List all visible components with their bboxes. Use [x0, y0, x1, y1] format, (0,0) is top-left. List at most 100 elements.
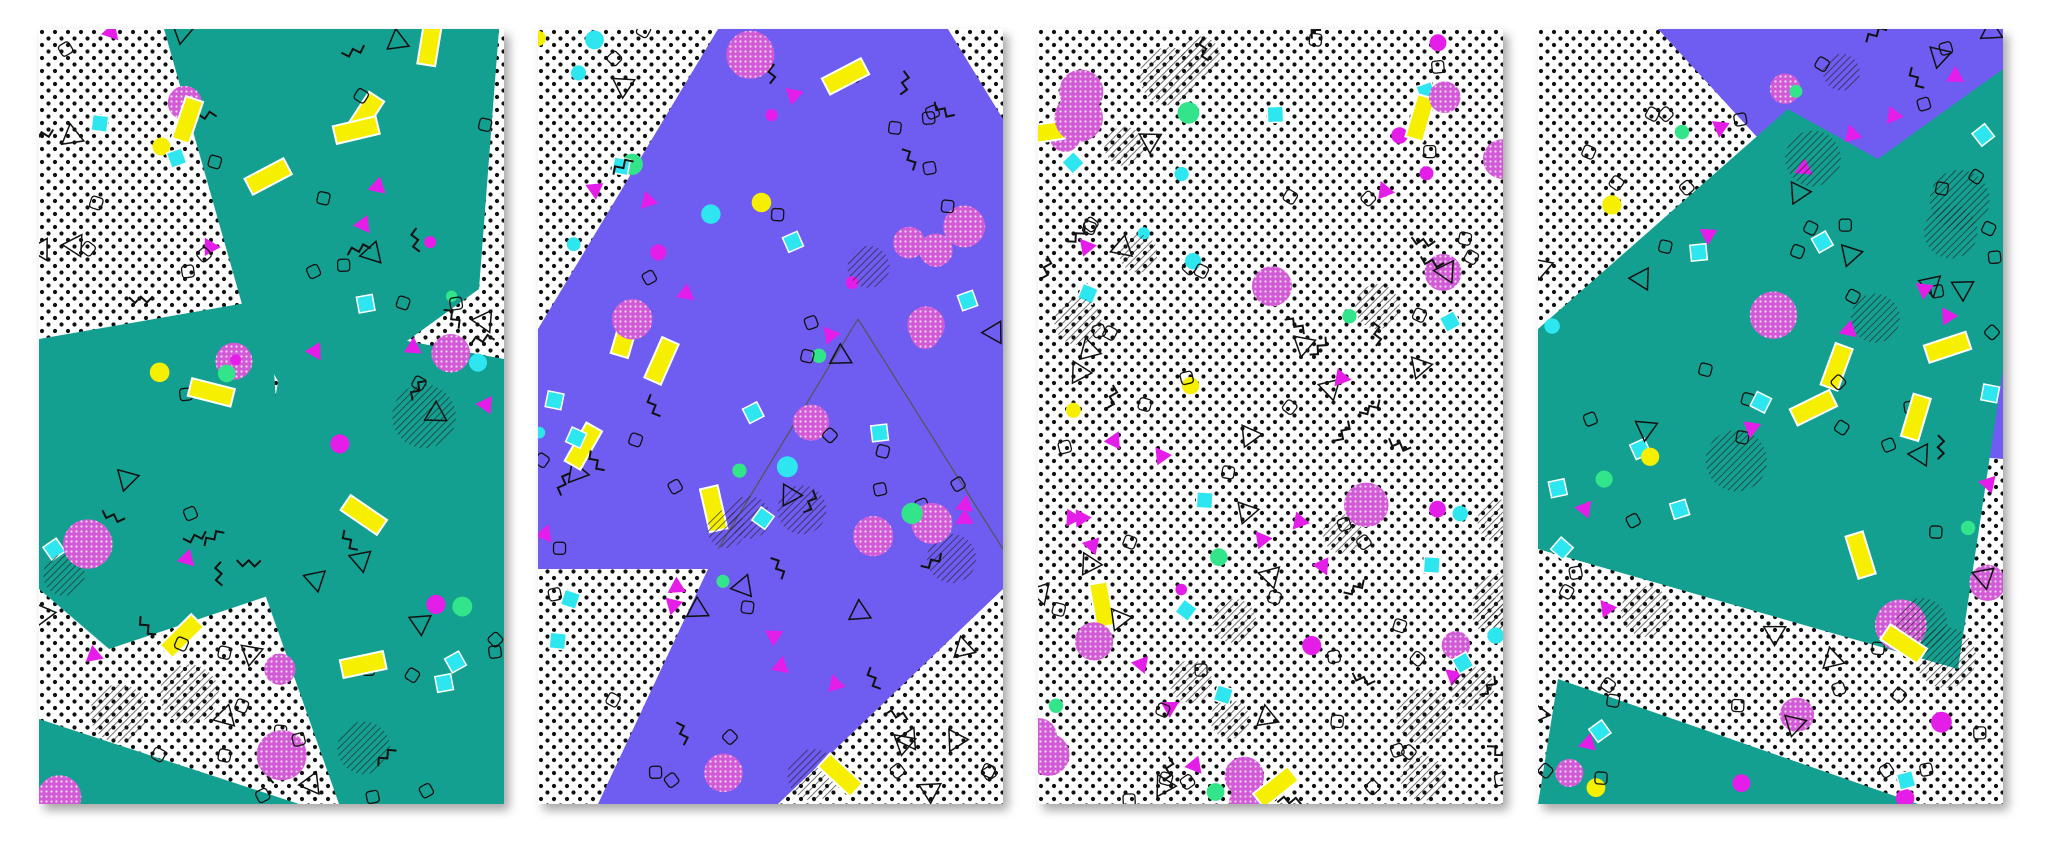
zigzag	[341, 529, 359, 551]
zigzag	[1284, 317, 1305, 335]
outline-square	[336, 258, 351, 272]
outline-square	[940, 199, 955, 214]
outline-square	[1831, 681, 1847, 697]
triangle	[1762, 625, 1787, 648]
teal-shape	[39, 299, 289, 649]
outline-square	[1400, 744, 1417, 760]
zigzag	[920, 553, 943, 570]
outline-square	[1600, 677, 1617, 693]
dot	[1419, 166, 1434, 181]
dot	[445, 290, 458, 302]
hatched-circle	[1822, 53, 1860, 91]
hatched-circle	[1354, 284, 1400, 330]
outline-square	[722, 729, 738, 745]
teal-shape	[1538, 679, 1918, 804]
triangle	[953, 634, 977, 659]
dot	[1177, 101, 1200, 124]
outline-square	[1871, 641, 1885, 656]
outline-square	[803, 315, 819, 331]
zigzag	[1479, 675, 1497, 696]
outline-square	[1981, 220, 1997, 237]
dot	[1429, 34, 1447, 52]
hatched-circle	[1923, 205, 1978, 259]
zigzag	[588, 450, 605, 472]
zigzag	[1163, 756, 1175, 782]
yellow-bar	[1879, 622, 1929, 666]
outline-square	[1833, 419, 1850, 436]
triangle	[470, 309, 493, 334]
square	[1587, 718, 1613, 744]
triangle	[304, 341, 321, 361]
dot	[1595, 470, 1613, 488]
zigzag	[341, 44, 366, 58]
dot	[1391, 127, 1408, 144]
outline-square	[1463, 249, 1480, 265]
triangle	[1929, 46, 1954, 70]
outline-square	[1984, 324, 2000, 341]
hatched-circle	[1785, 130, 1841, 187]
zigzag	[1039, 255, 1053, 280]
outline-square	[1267, 590, 1283, 605]
outline-square	[404, 667, 421, 683]
outline-square	[800, 348, 815, 364]
triangle	[917, 782, 943, 804]
triangle	[1906, 442, 1929, 468]
triangle	[240, 644, 265, 668]
triangle	[60, 233, 83, 258]
zigzag	[1197, 36, 1210, 62]
outline-square	[1916, 96, 1932, 112]
dot	[811, 348, 827, 364]
zigzag	[556, 472, 571, 496]
outline-square	[1881, 437, 1897, 453]
triangle	[1838, 319, 1857, 338]
outline-square	[1122, 793, 1136, 804]
square	[1895, 769, 1917, 792]
dot	[1429, 500, 1446, 518]
zigzag	[1486, 745, 1503, 764]
outline-square	[1845, 288, 1861, 305]
outline-square	[605, 692, 621, 708]
outline-square	[1430, 59, 1445, 74]
teal-shape	[1538, 69, 2003, 669]
dot	[1602, 195, 1622, 215]
triangle	[785, 87, 804, 106]
zigzag	[470, 333, 496, 345]
hatched-circle	[1705, 430, 1768, 492]
poster-card	[538, 29, 1003, 804]
triangle	[1138, 133, 1163, 155]
zigzag	[1351, 672, 1376, 686]
outline-square	[667, 478, 683, 495]
outline-square	[1193, 263, 1210, 279]
triangle	[1915, 283, 1934, 300]
zigzag	[346, 242, 372, 256]
outline-square	[822, 427, 838, 444]
triangle	[1711, 121, 1730, 138]
outline-square	[1814, 56, 1830, 72]
outline-square	[173, 636, 190, 652]
dot	[1048, 698, 1064, 713]
yellow-bar	[643, 335, 680, 386]
outline-square	[872, 482, 888, 497]
outline-square	[1919, 762, 1934, 777]
zigzag	[1410, 236, 1436, 248]
triangle	[1075, 509, 1092, 528]
zigzag	[1343, 579, 1365, 596]
dot	[1789, 84, 1803, 98]
outline-square	[291, 732, 306, 747]
outline-square	[217, 748, 232, 763]
zigzag	[866, 666, 882, 690]
yellow-bar	[338, 649, 388, 680]
yellow-bar	[186, 377, 237, 408]
hatched-circle	[1450, 666, 1494, 710]
triangle	[611, 77, 637, 100]
triangle	[100, 29, 119, 41]
triangle	[1432, 259, 1455, 285]
triangle	[60, 122, 86, 146]
triangle	[667, 576, 686, 593]
dot	[1065, 402, 1081, 418]
outline-square	[1608, 175, 1625, 191]
triangle	[665, 597, 684, 616]
outline-square	[663, 772, 680, 788]
triangle	[367, 176, 386, 194]
outline-square	[1364, 779, 1381, 796]
